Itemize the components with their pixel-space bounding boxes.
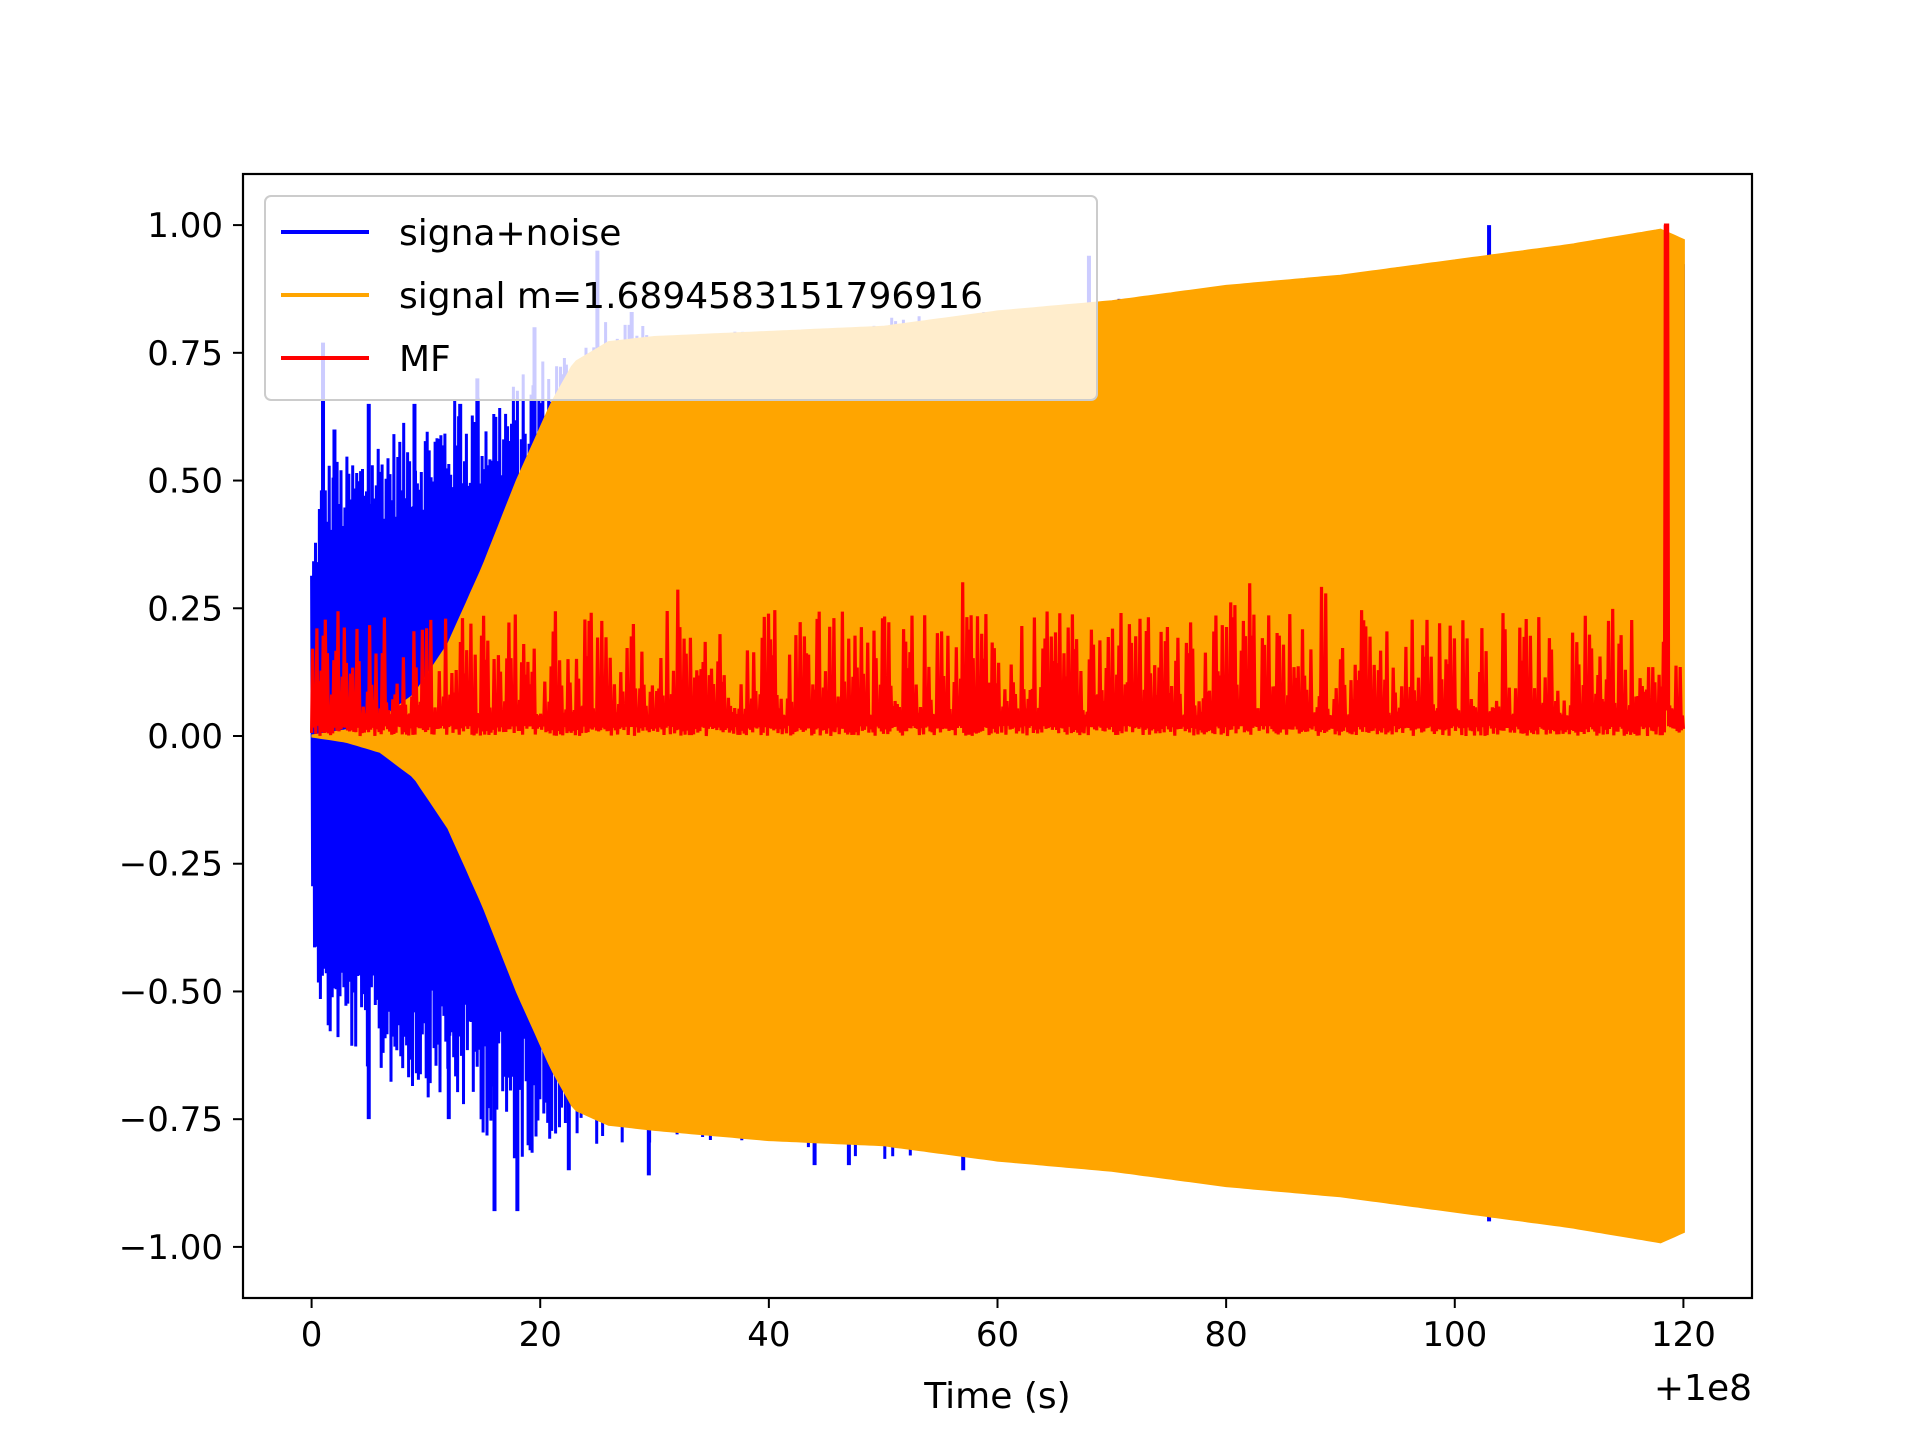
x-axis-offset-label: +1e8 — [1654, 1368, 1752, 1409]
x-tick-label: 100 — [1422, 1315, 1487, 1355]
x-tick-label: 60 — [976, 1315, 1019, 1355]
x-axis-label: Time (s) — [923, 1376, 1070, 1417]
x-axis: 0 20 40 60 80 100 120 — [301, 1298, 1716, 1355]
x-tick-label: 120 — [1651, 1315, 1716, 1355]
legend-box — [264, 195, 1098, 401]
x-tick-label: 20 — [519, 1315, 562, 1355]
legend-label-signal: signal m=1.6894583151796916 — [399, 276, 983, 317]
y-tick-label: 0.00 — [147, 717, 223, 757]
y-tick-label: −0.75 — [119, 1100, 223, 1140]
y-tick-label: 0.75 — [147, 334, 223, 374]
series-mf-line — [310, 223, 1685, 737]
y-tick-label: 1.00 — [147, 206, 223, 246]
y-tick-label: −0.25 — [119, 845, 223, 885]
y-tick-label: −1.00 — [119, 1228, 223, 1268]
x-tick-label: 40 — [747, 1315, 790, 1355]
x-tick-label: 0 — [301, 1315, 323, 1355]
y-tick-label: 0.50 — [147, 462, 223, 502]
y-axis: 1.00 0.75 0.50 0.25 0.00 −0.25 −0.50 −0.75 −1.00 — [119, 206, 243, 1268]
x-tick-label: 80 — [1205, 1315, 1248, 1355]
legend-label-mf: MF — [399, 339, 451, 380]
y-tick-label: −0.50 — [119, 972, 223, 1012]
legend-label-signal-noise: signa+noise — [399, 213, 621, 254]
y-tick-label: 0.25 — [147, 589, 223, 629]
legend: signa+noise signal m=1.6894583151796916 … — [264, 195, 1098, 401]
plot-area — [310, 223, 1685, 1244]
